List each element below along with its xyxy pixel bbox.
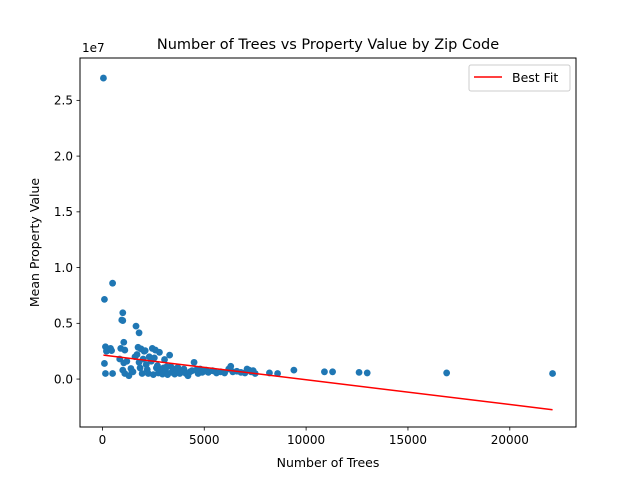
data-point-101 [355, 368, 363, 376]
data-point-33 [138, 370, 146, 377]
data-point-31 [136, 364, 144, 372]
x-axis-ticks: 0 5000 10000 15000 20000 [99, 427, 529, 447]
data-point-104 [549, 370, 556, 377]
data-point-30 [135, 329, 143, 337]
data-point-39 [144, 370, 152, 377]
y-tick-label-0: 0.0 [54, 372, 73, 386]
data-point-1 [101, 295, 108, 303]
x-tick-label-0: 0 [99, 433, 107, 447]
x-tick-label-3: 15000 [389, 433, 427, 447]
data-point-86 [227, 362, 235, 370]
data-point-24 [129, 368, 137, 376]
data-point-102 [363, 369, 371, 377]
x-tick-label-4: 20000 [491, 433, 529, 447]
data-point-54 [161, 356, 168, 363]
chart-title: Number of Trees vs Property Value by Zip… [157, 37, 499, 53]
data-point-99 [321, 368, 328, 376]
data-point-100 [329, 368, 336, 376]
plot-marks [100, 74, 556, 411]
data-point-20 [123, 357, 131, 365]
legend: Best Fit [468, 64, 571, 92]
y-tick-label-3: 1.5 [54, 205, 73, 219]
plot-frame [79, 57, 577, 428]
data-point-8 [109, 370, 116, 377]
y-tick-label-4: 2.0 [54, 149, 73, 163]
data-point-98 [290, 366, 298, 374]
data-point-72 [190, 358, 198, 366]
data-point-97 [274, 370, 281, 377]
data-point-36 [141, 347, 149, 355]
data-point-4 [101, 360, 108, 367]
y-tick-label-5: 2.5 [54, 94, 73, 108]
best-fit-line [103, 354, 553, 411]
x-tick-label-2: 10000 [287, 433, 325, 447]
data-point-9 [109, 279, 116, 287]
data-point-0 [100, 74, 107, 82]
data-point-7 [108, 347, 115, 355]
data-point-14 [119, 309, 127, 317]
data-point-15 [120, 338, 128, 346]
x-tick-label-1: 5000 [189, 433, 220, 447]
data-point-103 [443, 369, 451, 377]
data-point-26 [132, 322, 140, 330]
data-point-49 [156, 348, 163, 356]
y-axis-label: Mean Property Value [27, 178, 42, 308]
data-point-27 [133, 351, 141, 358]
y-axis-ticks: 0.0 0.5 1.0 1.5 2.0 2.5 [54, 94, 80, 386]
data-point-44 [150, 354, 158, 362]
legend-box [468, 64, 571, 92]
legend-label-best-fit: Best Fit [512, 70, 558, 85]
y-tick-label-1: 0.5 [54, 317, 73, 331]
x-axis-label: Number of Trees [277, 455, 380, 470]
y-offset-text: 1e7 [82, 41, 105, 55]
y-tick-label-2: 1.0 [54, 261, 73, 275]
data-point-13 [119, 317, 127, 324]
data-point-58 [166, 351, 174, 359]
data-point-5 [102, 370, 109, 377]
data-point-16 [121, 346, 129, 354]
